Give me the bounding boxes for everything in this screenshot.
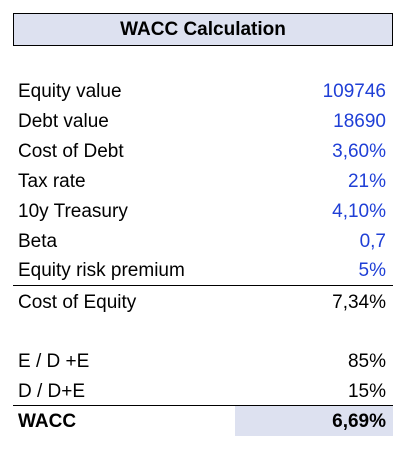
row-cost-of-equity[interactable]: Cost of Equity 7,34% bbox=[13, 287, 393, 317]
equity-risk-premium-label: Equity risk premium bbox=[18, 260, 185, 281]
equity-weight-cell[interactable]: 85% bbox=[347, 351, 386, 372]
row-equity-risk-premium[interactable]: Equity risk premium 5% bbox=[13, 256, 393, 286]
row-tax-rate[interactable]: Tax rate 21% bbox=[13, 166, 393, 196]
beta-label: Beta bbox=[18, 231, 58, 252]
row-treasury[interactable]: 10y Treasury 4,10% bbox=[13, 196, 393, 226]
tax-rate-cell[interactable]: 21% bbox=[347, 171, 386, 192]
wacc-label: WACC bbox=[18, 411, 77, 432]
beta-cell[interactable]: 0,7 bbox=[359, 231, 386, 252]
row-debt-weight[interactable]: D / D+E 15% bbox=[13, 376, 393, 406]
row-debt-value[interactable]: Debt value 18690 bbox=[13, 106, 393, 136]
treasury-cell[interactable]: 4,10% bbox=[332, 201, 386, 222]
row-cost-of-debt[interactable]: Cost of Debt 3,60% bbox=[13, 136, 393, 166]
debt-value-label: Debt value bbox=[18, 111, 109, 132]
equity-value-cell[interactable]: 109746 bbox=[322, 81, 386, 102]
equity-value-label: Equity value bbox=[18, 81, 122, 102]
wacc-highlight bbox=[235, 406, 393, 436]
debt-value-cell[interactable]: 18690 bbox=[333, 111, 386, 132]
equity-weight-label: E / D +E bbox=[18, 351, 90, 372]
wacc-cell[interactable]: 6,69% bbox=[332, 411, 386, 432]
sheet-title: WACC Calculation bbox=[120, 18, 286, 40]
debt-weight-label: D / D+E bbox=[18, 381, 86, 402]
row-wacc[interactable]: WACC 6,69% bbox=[13, 405, 393, 436]
row-beta[interactable]: Beta 0,7 bbox=[13, 226, 393, 256]
row-equity-weight[interactable]: E / D +E 85% bbox=[13, 346, 393, 376]
cost-of-debt-label: Cost of Debt bbox=[18, 141, 124, 162]
row-equity-value[interactable]: Equity value 109746 bbox=[13, 76, 393, 106]
treasury-label: 10y Treasury bbox=[18, 201, 128, 222]
title-cell[interactable]: WACC Calculation bbox=[13, 13, 393, 46]
cost-of-debt-cell[interactable]: 3,60% bbox=[332, 141, 386, 162]
cost-of-equity-cell[interactable]: 7,34% bbox=[332, 292, 386, 313]
debt-weight-cell[interactable]: 15% bbox=[347, 381, 386, 402]
equity-risk-premium-cell[interactable]: 5% bbox=[358, 260, 386, 281]
tax-rate-label: Tax rate bbox=[18, 171, 86, 192]
cost-of-equity-label: Cost of Equity bbox=[18, 292, 137, 313]
